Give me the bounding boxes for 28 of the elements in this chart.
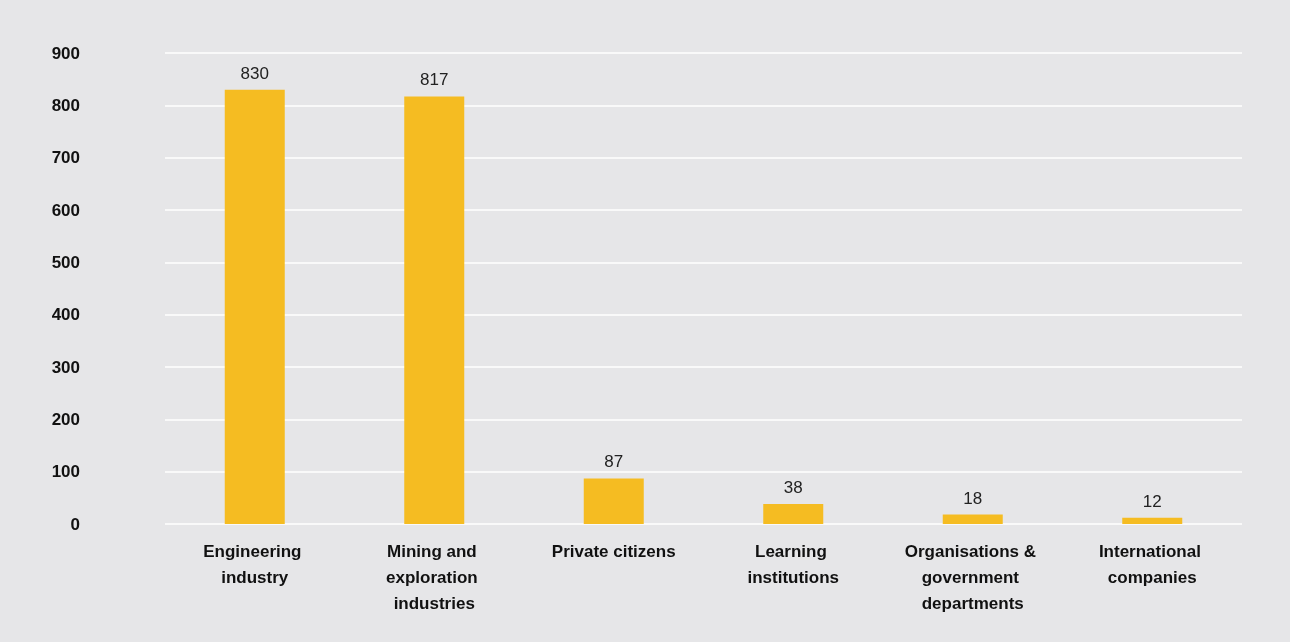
x-tick-label: Private citizens [551,541,676,561]
x-tick-label: Organisations & government departments [904,541,1041,613]
y-tick-label: 0 [70,514,80,534]
bar [942,514,1003,524]
y-tick-label: 300 [51,357,80,377]
x-tick-label: Learning institutions [747,541,840,587]
x-tick-label: Mining and exploration industries [386,541,483,613]
data-label: 87 [604,452,624,472]
x-tick-label: International companies [1098,541,1206,587]
data-label: 830 [240,63,269,83]
data-label: 817 [420,70,449,90]
x-tick-label: Engineering industry [203,541,307,587]
y-tick-label: 900 [51,43,80,63]
y-tick-label: 700 [51,148,80,168]
bar [1122,517,1183,524]
y-tick-label: 600 [51,200,80,220]
y-tick-label: 100 [51,462,80,482]
data-label: 38 [783,478,803,498]
data-label: 12 [1142,491,1162,511]
y-tick-label: 400 [51,305,80,325]
bar [583,478,644,524]
y-tick-label: 500 [51,252,80,272]
bar [404,96,465,524]
bar [224,89,285,524]
data-label: 18 [963,488,983,508]
y-tick-label: 200 [51,409,80,429]
y-tick-label: 800 [51,95,80,115]
bar [763,504,824,524]
